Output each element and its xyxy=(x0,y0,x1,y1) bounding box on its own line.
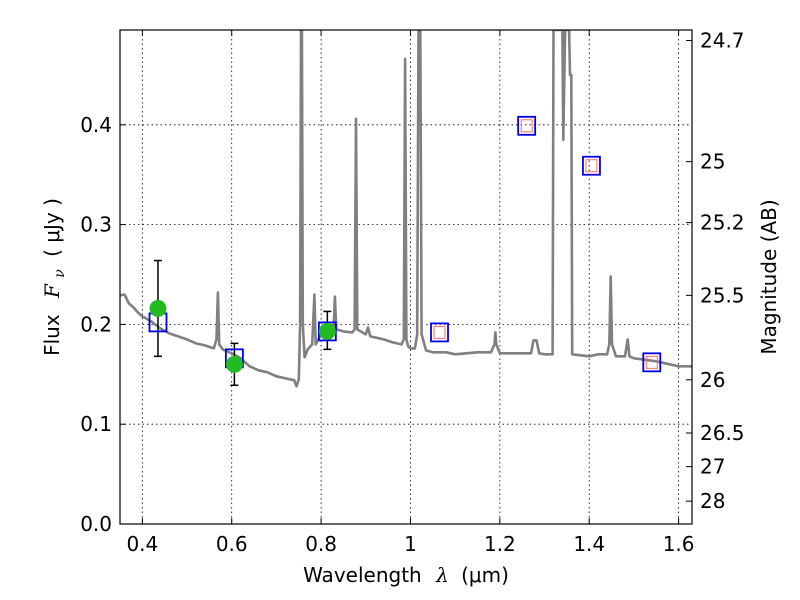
y-axis-label-symbol: F xyxy=(40,283,64,299)
x-axis-label-symbol: λ xyxy=(435,563,449,587)
magnitude-tick-label: 27 xyxy=(700,455,725,479)
magnitude-tick-label: 28 xyxy=(700,489,725,513)
magnitude-tick-label: 25 xyxy=(700,150,725,174)
x-axis-label-text: Wavelength xyxy=(303,563,422,587)
model-square-inner xyxy=(433,325,446,339)
observed-point xyxy=(225,355,243,373)
magnitude-tick-label: 26 xyxy=(700,368,725,392)
y-tick-label: 0.3 xyxy=(80,213,112,237)
model-square xyxy=(430,322,449,343)
x-tick-label: 0.6 xyxy=(216,532,248,556)
y-axis-ticks: 0.0 0.1 0.2 0.3 0.4 xyxy=(80,113,126,536)
x-axis-label: Wavelength λ (μm) xyxy=(303,563,509,587)
observed-point xyxy=(318,322,336,340)
magnitude-tick-label: 25.2 xyxy=(700,211,745,235)
y-axis-label-subscript: ν xyxy=(52,269,68,278)
x-axis-ticks: 0.4 0.6 0.8 1 1.2 1.4 1.6 xyxy=(126,30,695,556)
model-square xyxy=(517,115,537,136)
magnitude-axis-label: Magnitude (AB) xyxy=(757,199,781,354)
model-square xyxy=(582,155,601,176)
model-square-inner xyxy=(585,159,598,173)
model-square-inner xyxy=(645,355,658,369)
spectrum-line xyxy=(120,30,692,388)
magnitude-tick-label: 24.7 xyxy=(700,28,745,52)
y-axis-label-unit: ( μJy ) xyxy=(40,198,64,257)
magnitude-axis-ticks: 24.7 25 25.2 25.5 26 26.5 27 28 xyxy=(686,28,745,513)
x-tick-label: 1.4 xyxy=(573,532,605,556)
y-axis-label: Flux F ν ( μJy ) xyxy=(40,198,69,356)
y-tick-label: 0.2 xyxy=(80,312,112,336)
grid-lines xyxy=(120,30,692,524)
x-tick-label: 0.4 xyxy=(126,532,158,556)
observed-point xyxy=(149,299,167,317)
y-axis-label-text: Flux xyxy=(40,314,64,356)
x-tick-label: 1 xyxy=(404,532,417,556)
x-axis-label-unit: (μm) xyxy=(461,563,509,587)
plot-frame xyxy=(119,29,693,525)
y-tick-label: 0.0 xyxy=(80,512,112,536)
x-tick-label: 1.6 xyxy=(663,532,695,556)
x-tick-label: 1.2 xyxy=(484,532,516,556)
model-square xyxy=(642,352,662,373)
y-tick-label: 0.4 xyxy=(80,113,112,137)
spectrum-layer xyxy=(120,30,692,388)
marker-layer xyxy=(148,115,662,373)
magnitude-tick-label: 26.5 xyxy=(700,421,745,445)
model-square-inner xyxy=(520,119,533,133)
magnitude-tick-label: 25.5 xyxy=(700,283,745,307)
x-tick-label: 0.8 xyxy=(305,532,337,556)
y-tick-label: 0.1 xyxy=(80,412,112,436)
